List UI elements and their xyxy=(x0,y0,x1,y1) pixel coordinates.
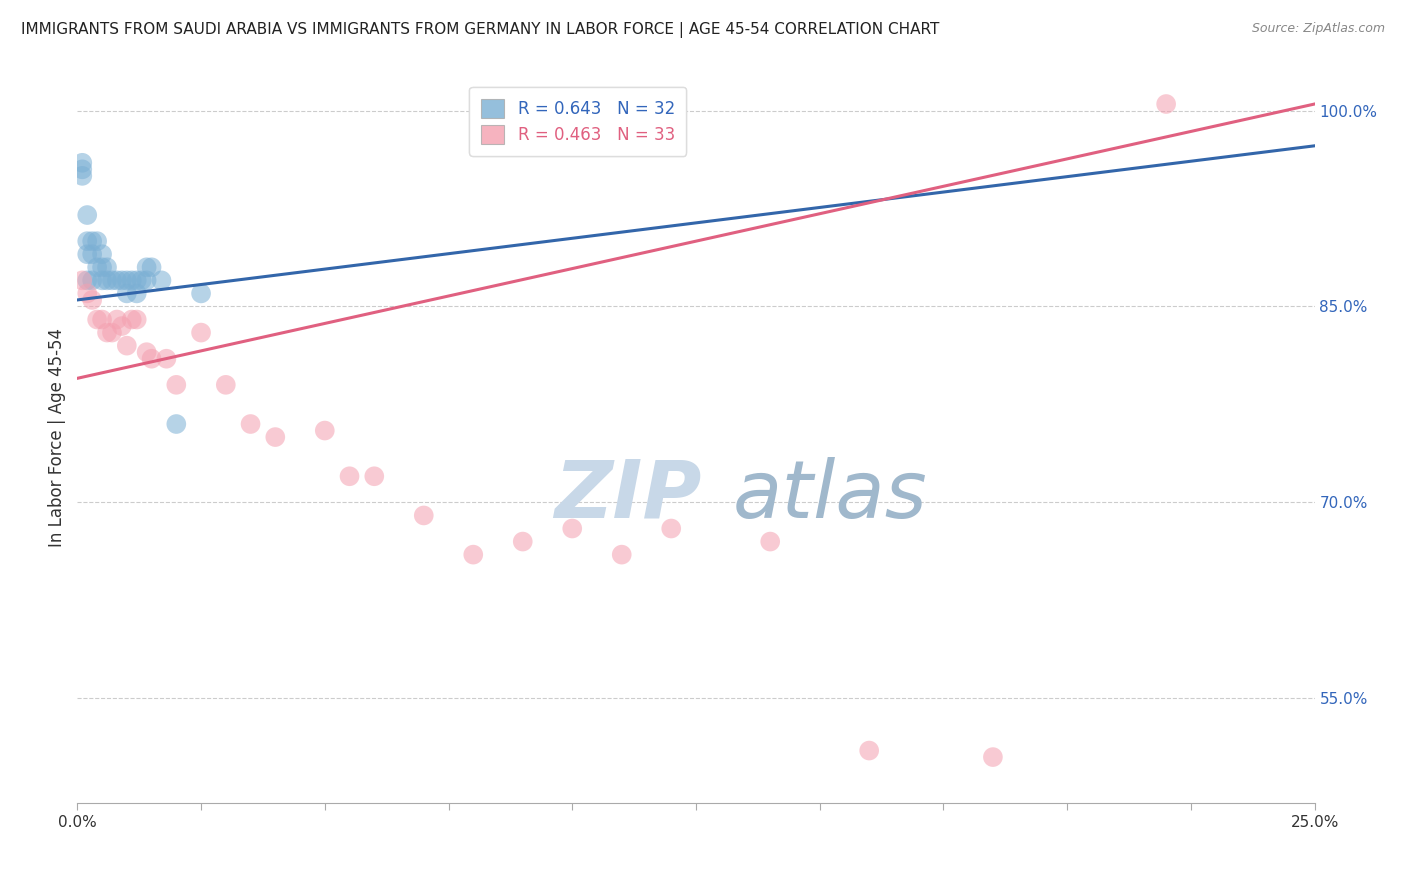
Point xyxy=(72,162,94,177)
Point xyxy=(76,247,98,261)
Point xyxy=(91,247,114,261)
Point xyxy=(82,273,104,287)
Point xyxy=(339,469,361,483)
Legend: R = 0.643   N = 32, R = 0.463   N = 33: R = 0.643 N = 32, R = 0.463 N = 33 xyxy=(470,87,686,155)
Y-axis label: In Labor Force | Age 45-54: In Labor Force | Age 45-54 xyxy=(48,327,66,547)
Point xyxy=(858,743,880,757)
Point xyxy=(96,326,118,340)
Point xyxy=(115,286,138,301)
Point xyxy=(76,273,98,287)
Point xyxy=(96,260,118,275)
Point xyxy=(96,273,118,287)
Point xyxy=(150,273,173,287)
Point xyxy=(86,234,108,248)
Point xyxy=(215,377,238,392)
Point xyxy=(91,273,114,287)
Text: ZIP: ZIP xyxy=(554,457,702,534)
Point xyxy=(512,534,534,549)
Point xyxy=(91,260,114,275)
Point xyxy=(82,234,104,248)
Point xyxy=(125,312,148,326)
Point xyxy=(561,521,583,535)
Point xyxy=(141,351,163,366)
Point xyxy=(412,508,434,523)
Point xyxy=(115,273,138,287)
Point xyxy=(981,750,1004,764)
Point xyxy=(264,430,287,444)
Point xyxy=(759,534,782,549)
Point xyxy=(76,208,98,222)
Point xyxy=(105,273,128,287)
Point xyxy=(91,312,114,326)
Point xyxy=(190,286,212,301)
Point xyxy=(101,273,124,287)
Point xyxy=(101,326,124,340)
Point xyxy=(86,260,108,275)
Point xyxy=(190,326,212,340)
Point xyxy=(165,417,187,431)
Point xyxy=(135,260,157,275)
Point xyxy=(135,345,157,359)
Point xyxy=(239,417,262,431)
Point xyxy=(155,351,177,366)
Point xyxy=(82,247,104,261)
Point xyxy=(1154,97,1177,112)
Point xyxy=(111,319,134,334)
Point xyxy=(135,273,157,287)
Point xyxy=(72,273,94,287)
Point xyxy=(72,156,94,170)
Point xyxy=(86,312,108,326)
Point xyxy=(125,286,148,301)
Point xyxy=(463,548,485,562)
Point xyxy=(121,273,143,287)
Point xyxy=(363,469,385,483)
Point xyxy=(115,339,138,353)
Point xyxy=(131,273,153,287)
Text: Source: ZipAtlas.com: Source: ZipAtlas.com xyxy=(1251,22,1385,36)
Point xyxy=(76,286,98,301)
Text: atlas: atlas xyxy=(733,457,928,534)
Point xyxy=(121,312,143,326)
Point xyxy=(141,260,163,275)
Point xyxy=(72,169,94,183)
Point xyxy=(314,424,336,438)
Point xyxy=(105,312,128,326)
Point xyxy=(111,273,134,287)
Point xyxy=(165,377,187,392)
Point xyxy=(659,521,682,535)
Point xyxy=(82,293,104,307)
Point xyxy=(610,548,633,562)
Point xyxy=(125,273,148,287)
Point xyxy=(76,234,98,248)
Text: IMMIGRANTS FROM SAUDI ARABIA VS IMMIGRANTS FROM GERMANY IN LABOR FORCE | AGE 45-: IMMIGRANTS FROM SAUDI ARABIA VS IMMIGRAN… xyxy=(21,22,939,38)
